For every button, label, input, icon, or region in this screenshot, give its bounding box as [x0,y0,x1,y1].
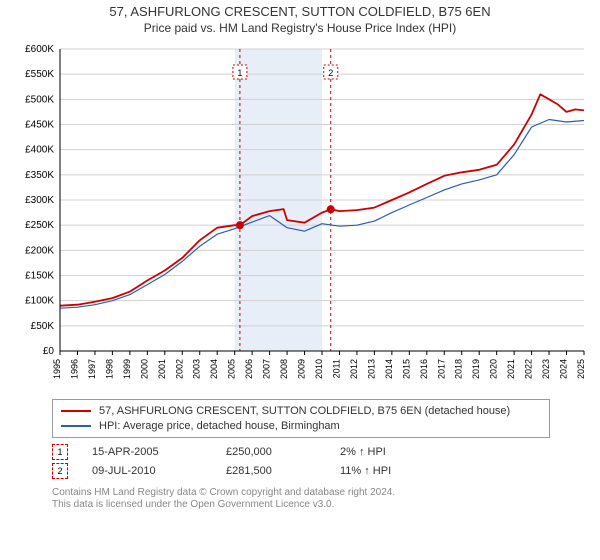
svg-text:2025: 2025 [576,359,586,379]
transaction-price: £281,500 [226,465,316,477]
svg-text:2005: 2005 [227,359,237,379]
svg-text:2017: 2017 [436,359,446,379]
svg-text:£500K: £500K [25,95,54,106]
svg-text:2016: 2016 [419,359,429,379]
legend-swatch [61,425,91,427]
price-chart: £0 £50K £100K £150K £200K £250K £300K £350K £400… [10,41,590,391]
svg-text:2: 2 [328,68,333,78]
svg-text:2019: 2019 [471,359,481,379]
svg-text:£200K: £200K [25,246,54,257]
svg-text:£0: £0 [43,346,55,357]
svg-text:£100K: £100K [25,296,54,307]
transaction-vs-hpi: 2% ↑ HPI [340,446,420,458]
svg-text:2007: 2007 [262,359,272,379]
table-row: 2 09-JUL-2010 £281,500 11% ↑ HPI [52,463,590,479]
svg-text:2003: 2003 [192,359,202,379]
svg-text:£350K: £350K [25,170,54,181]
transaction-price: £250,000 [226,446,316,458]
svg-text:2006: 2006 [244,359,254,379]
svg-text:2020: 2020 [489,359,499,379]
svg-text:£600K: £600K [25,44,54,55]
svg-text:£550K: £550K [25,69,54,80]
svg-text:2015: 2015 [401,359,411,379]
svg-text:2008: 2008 [279,359,289,379]
svg-text:2022: 2022 [524,359,534,379]
svg-text:£400K: £400K [25,145,54,156]
svg-text:2011: 2011 [331,359,341,378]
legend-label: HPI: Average price, detached house, Birm… [99,419,340,433]
svg-text:£150K: £150K [25,271,54,282]
svg-text:2021: 2021 [506,359,516,379]
footer-line: Contains HM Land Registry data © Crown c… [52,487,552,500]
footer-line: This data is licensed under the Open Gov… [52,499,552,512]
svg-text:1996: 1996 [69,359,79,379]
legend: 57, ASHFURLONG CRESCENT, SUTTON COLDFIEL… [52,399,550,438]
attribution-footer: Contains HM Land Registry data © Crown c… [52,487,552,512]
svg-text:2001: 2001 [157,359,167,379]
svg-text:2024: 2024 [559,359,569,379]
svg-text:2018: 2018 [454,359,464,379]
svg-text:2009: 2009 [297,359,307,379]
svg-text:2023: 2023 [541,359,551,379]
transaction-table: 1 15-APR-2005 £250,000 2% ↑ HPI 2 09-JUL-2010… [52,444,590,479]
transaction-date: 15-APR-2005 [92,446,202,458]
legend-item: HPI: Average price, detached house, Birm… [61,419,541,433]
svg-text:2010: 2010 [314,359,324,379]
marker-index-box: 2 [52,463,68,479]
marker-index-box: 1 [52,444,68,460]
svg-text:2012: 2012 [349,359,359,379]
table-row: 1 15-APR-2005 £250,000 2% ↑ HPI [52,444,590,460]
transaction-date: 09-JUL-2010 [92,465,202,477]
svg-text:1999: 1999 [122,359,132,379]
transaction-vs-hpi: 11% ↑ HPI [340,465,420,477]
svg-text:2000: 2000 [139,359,149,379]
legend-swatch [61,410,91,412]
svg-text:2014: 2014 [384,359,394,379]
legend-item: 57, ASHFURLONG CRESCENT, SUTTON COLDFIEL… [61,404,541,418]
svg-text:1998: 1998 [104,359,114,379]
svg-text:£250K: £250K [25,220,54,231]
svg-text:2004: 2004 [209,359,219,379]
svg-text:£300K: £300K [25,195,54,206]
svg-text:2002: 2002 [174,359,184,379]
svg-text:£450K: £450K [25,120,54,131]
svg-text:2013: 2013 [366,359,376,379]
legend-label: 57, ASHFURLONG CRESCENT, SUTTON COLDFIEL… [99,404,510,418]
svg-text:1995: 1995 [52,359,62,379]
svg-text:1: 1 [237,68,242,78]
page-subtitle: Price paid vs. HM Land Registry's House … [10,21,590,35]
page-title: 57, ASHFURLONG CRESCENT, SUTTON COLDFIEL… [10,4,590,20]
svg-text:£50K: £50K [31,321,55,332]
svg-text:1997: 1997 [87,359,97,379]
